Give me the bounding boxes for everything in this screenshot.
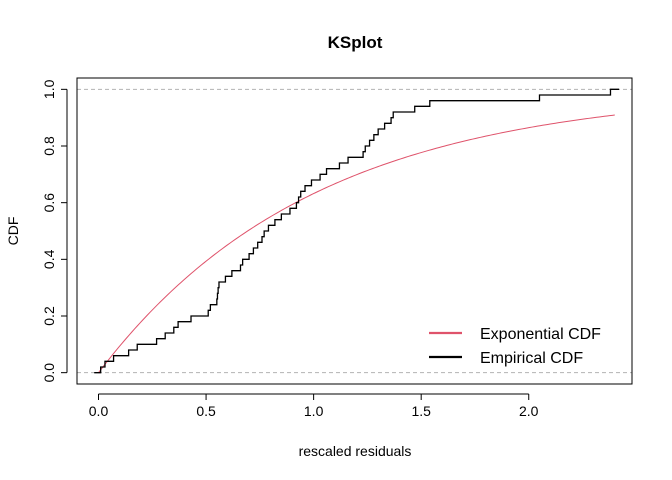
x-tick-label: 1.0 [304, 403, 324, 419]
plot-frame [76, 77, 633, 385]
x-tick-label: 1.5 [411, 403, 431, 419]
x-tick-label: 0.5 [196, 403, 216, 419]
series-line-exponential [98, 114, 615, 373]
legend: Exponential CDF Empirical CDF [429, 326, 601, 367]
legend-label-exponential: Exponential CDF [480, 326, 601, 343]
series-layer [94, 88, 620, 374]
y-axis-label: CDF [5, 217, 21, 246]
y-tick-label: 0.6 [41, 193, 57, 213]
series-line-empirical [94, 88, 620, 374]
y-axis: 0.0 0.2 0.4 0.6 0.8 1.0 [41, 79, 68, 383]
chart-title: KSplot [328, 33, 383, 52]
y-tick-label: 0.8 [41, 136, 57, 156]
x-axis: 0.0 0.5 1.0 1.5 2.0 [89, 393, 539, 419]
x-axis-label: rescaled residuals [299, 443, 412, 459]
y-tick-label: 0.2 [41, 306, 57, 326]
reference-lines [77, 88, 632, 374]
x-tick-label: 0.0 [89, 403, 109, 419]
x-tick-label: 2.0 [519, 403, 539, 419]
y-tick-label: 0.0 [41, 363, 57, 383]
y-tick-label: 0.4 [41, 249, 57, 269]
legend-label-empirical: Empirical CDF [480, 350, 583, 367]
y-tick-label: 1.0 [41, 79, 57, 99]
